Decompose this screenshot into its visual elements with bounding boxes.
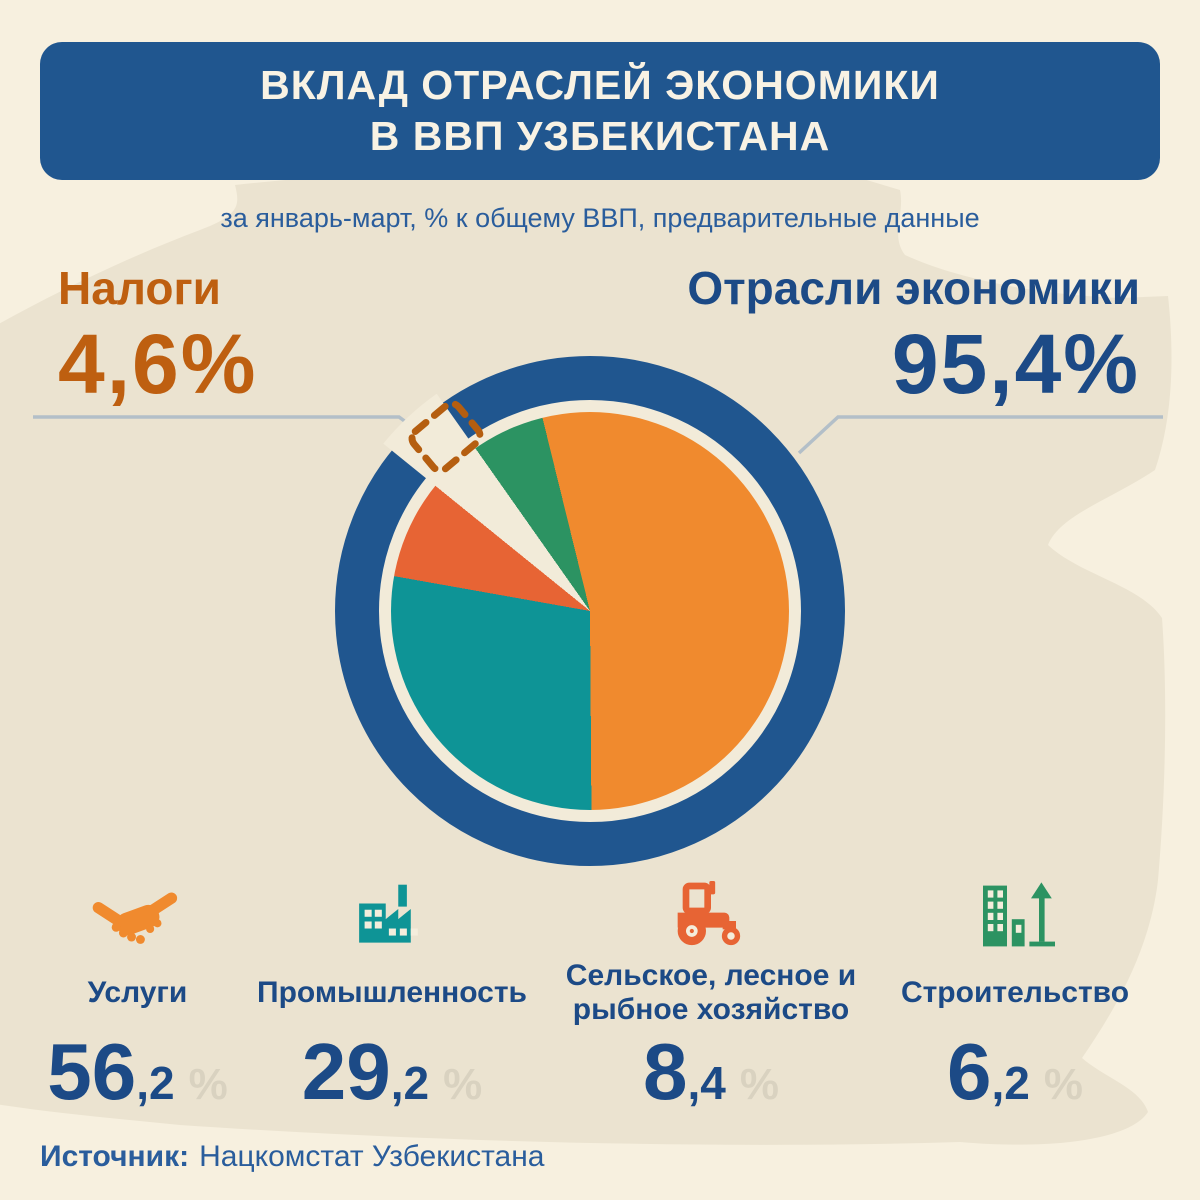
slice-label: Услуги: [87, 976, 188, 1010]
pie-chart: [391, 412, 789, 810]
tractor-icon: [677, 881, 741, 946]
slice-value: 56,2%: [47, 1027, 228, 1116]
subtitle: за январь-март, % к общему ВВП, предвари…: [220, 203, 980, 233]
sectors-value: 95,4%: [891, 317, 1140, 412]
pie-outer-ring: [335, 356, 845, 866]
source-text: Нацкомстат Узбекистана: [199, 1140, 545, 1173]
slice-value: 29,2%: [301, 1027, 483, 1116]
slice-label: Сельское, лесное и рыбное хозяйство: [565, 959, 857, 1026]
sectors-label: Отрасли экономики: [687, 262, 1140, 314]
factory-icon: [359, 884, 418, 943]
tax-headline: Налоги 4,6%: [58, 262, 258, 412]
tax-value: 4,6%: [58, 317, 258, 412]
source-line: Источник: Нацкомстат Узбекистана: [40, 1140, 544, 1174]
legend-industry: Промышленность 29,2%: [257, 876, 527, 1116]
tax-label: Налоги: [58, 262, 221, 314]
sectors-callout-line: [797, 415, 1163, 455]
handshake-icon: [92, 892, 177, 944]
title-banner: ВКЛАД ОТРАСЛЕЙ ЭКОНОМИКИ В ВВП УЗБЕКИСТА…: [40, 42, 1160, 180]
slice-label: Промышленность: [257, 976, 527, 1010]
slice-label: Строительство: [900, 976, 1130, 1010]
legend-services: Услуги 56,2%: [15, 876, 260, 1112]
source-label: Источник:: [40, 1140, 190, 1173]
building-crane-icon: [983, 882, 1055, 947]
title-line-2: В ВВП УЗБЕКИСТАНА: [369, 113, 831, 159]
title-line-1: ВКЛАД ОТРАСЛЕЙ ЭКОНОМИКИ: [260, 62, 940, 108]
sectors-headline: Отрасли экономики 95,4%: [687, 262, 1140, 412]
slice-value: 6,2%: [947, 1027, 1083, 1116]
legend-construction: Строительство 6,2%: [876, 876, 1154, 1112]
slice-value: 8,4%: [643, 1027, 779, 1116]
legend-agriculture: Сельское, лесное и рыбное хозяйство 8,4%: [546, 876, 876, 1112]
